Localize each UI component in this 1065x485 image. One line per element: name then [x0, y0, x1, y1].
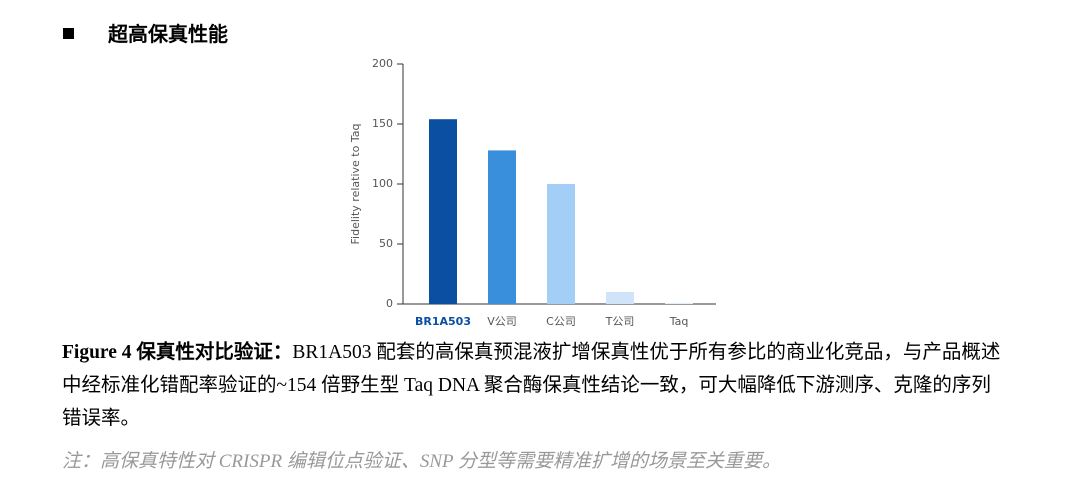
bar	[429, 119, 457, 304]
x-tick-label: BR1A503	[415, 315, 471, 328]
x-tick-label: Taq	[669, 315, 689, 328]
y-tick-label: 100	[372, 177, 393, 190]
caption-text: BR1A503 配套的高保真预混液扩增保真性优于所有参比的商业化竞品，与产品概述…	[62, 342, 1001, 429]
caption-label: Figure 4 保真性对比验证：	[62, 342, 293, 363]
caption: Figure 4 保真性对比验证：BR1A503 配套的高保真预混液扩增保真性优…	[62, 336, 1007, 435]
y-axis-label: Fidelity relative to Taq	[349, 124, 362, 245]
heading: 超高保真性能	[108, 24, 228, 46]
y-tick-label: 50	[379, 237, 393, 250]
bullet	[63, 28, 74, 39]
bar	[665, 302, 693, 304]
note: 注：高保真特性对 CRISPR 编辑位点验证、SNP 分型等需要精准扩增的场景至…	[62, 451, 782, 472]
bar	[606, 292, 634, 304]
x-tick-label: V公司	[487, 315, 517, 328]
y-tick-label: 150	[372, 117, 393, 130]
x-tick-label: T公司	[605, 315, 635, 328]
x-tick-label: C公司	[546, 315, 576, 328]
bar	[547, 184, 575, 304]
y-tick-label: 200	[372, 57, 393, 70]
chart: Fidelity relative to Taq 0 50 100 150 200 BR1…	[349, 57, 716, 328]
y-tick-label: 0	[386, 297, 393, 310]
bar	[488, 150, 516, 304]
